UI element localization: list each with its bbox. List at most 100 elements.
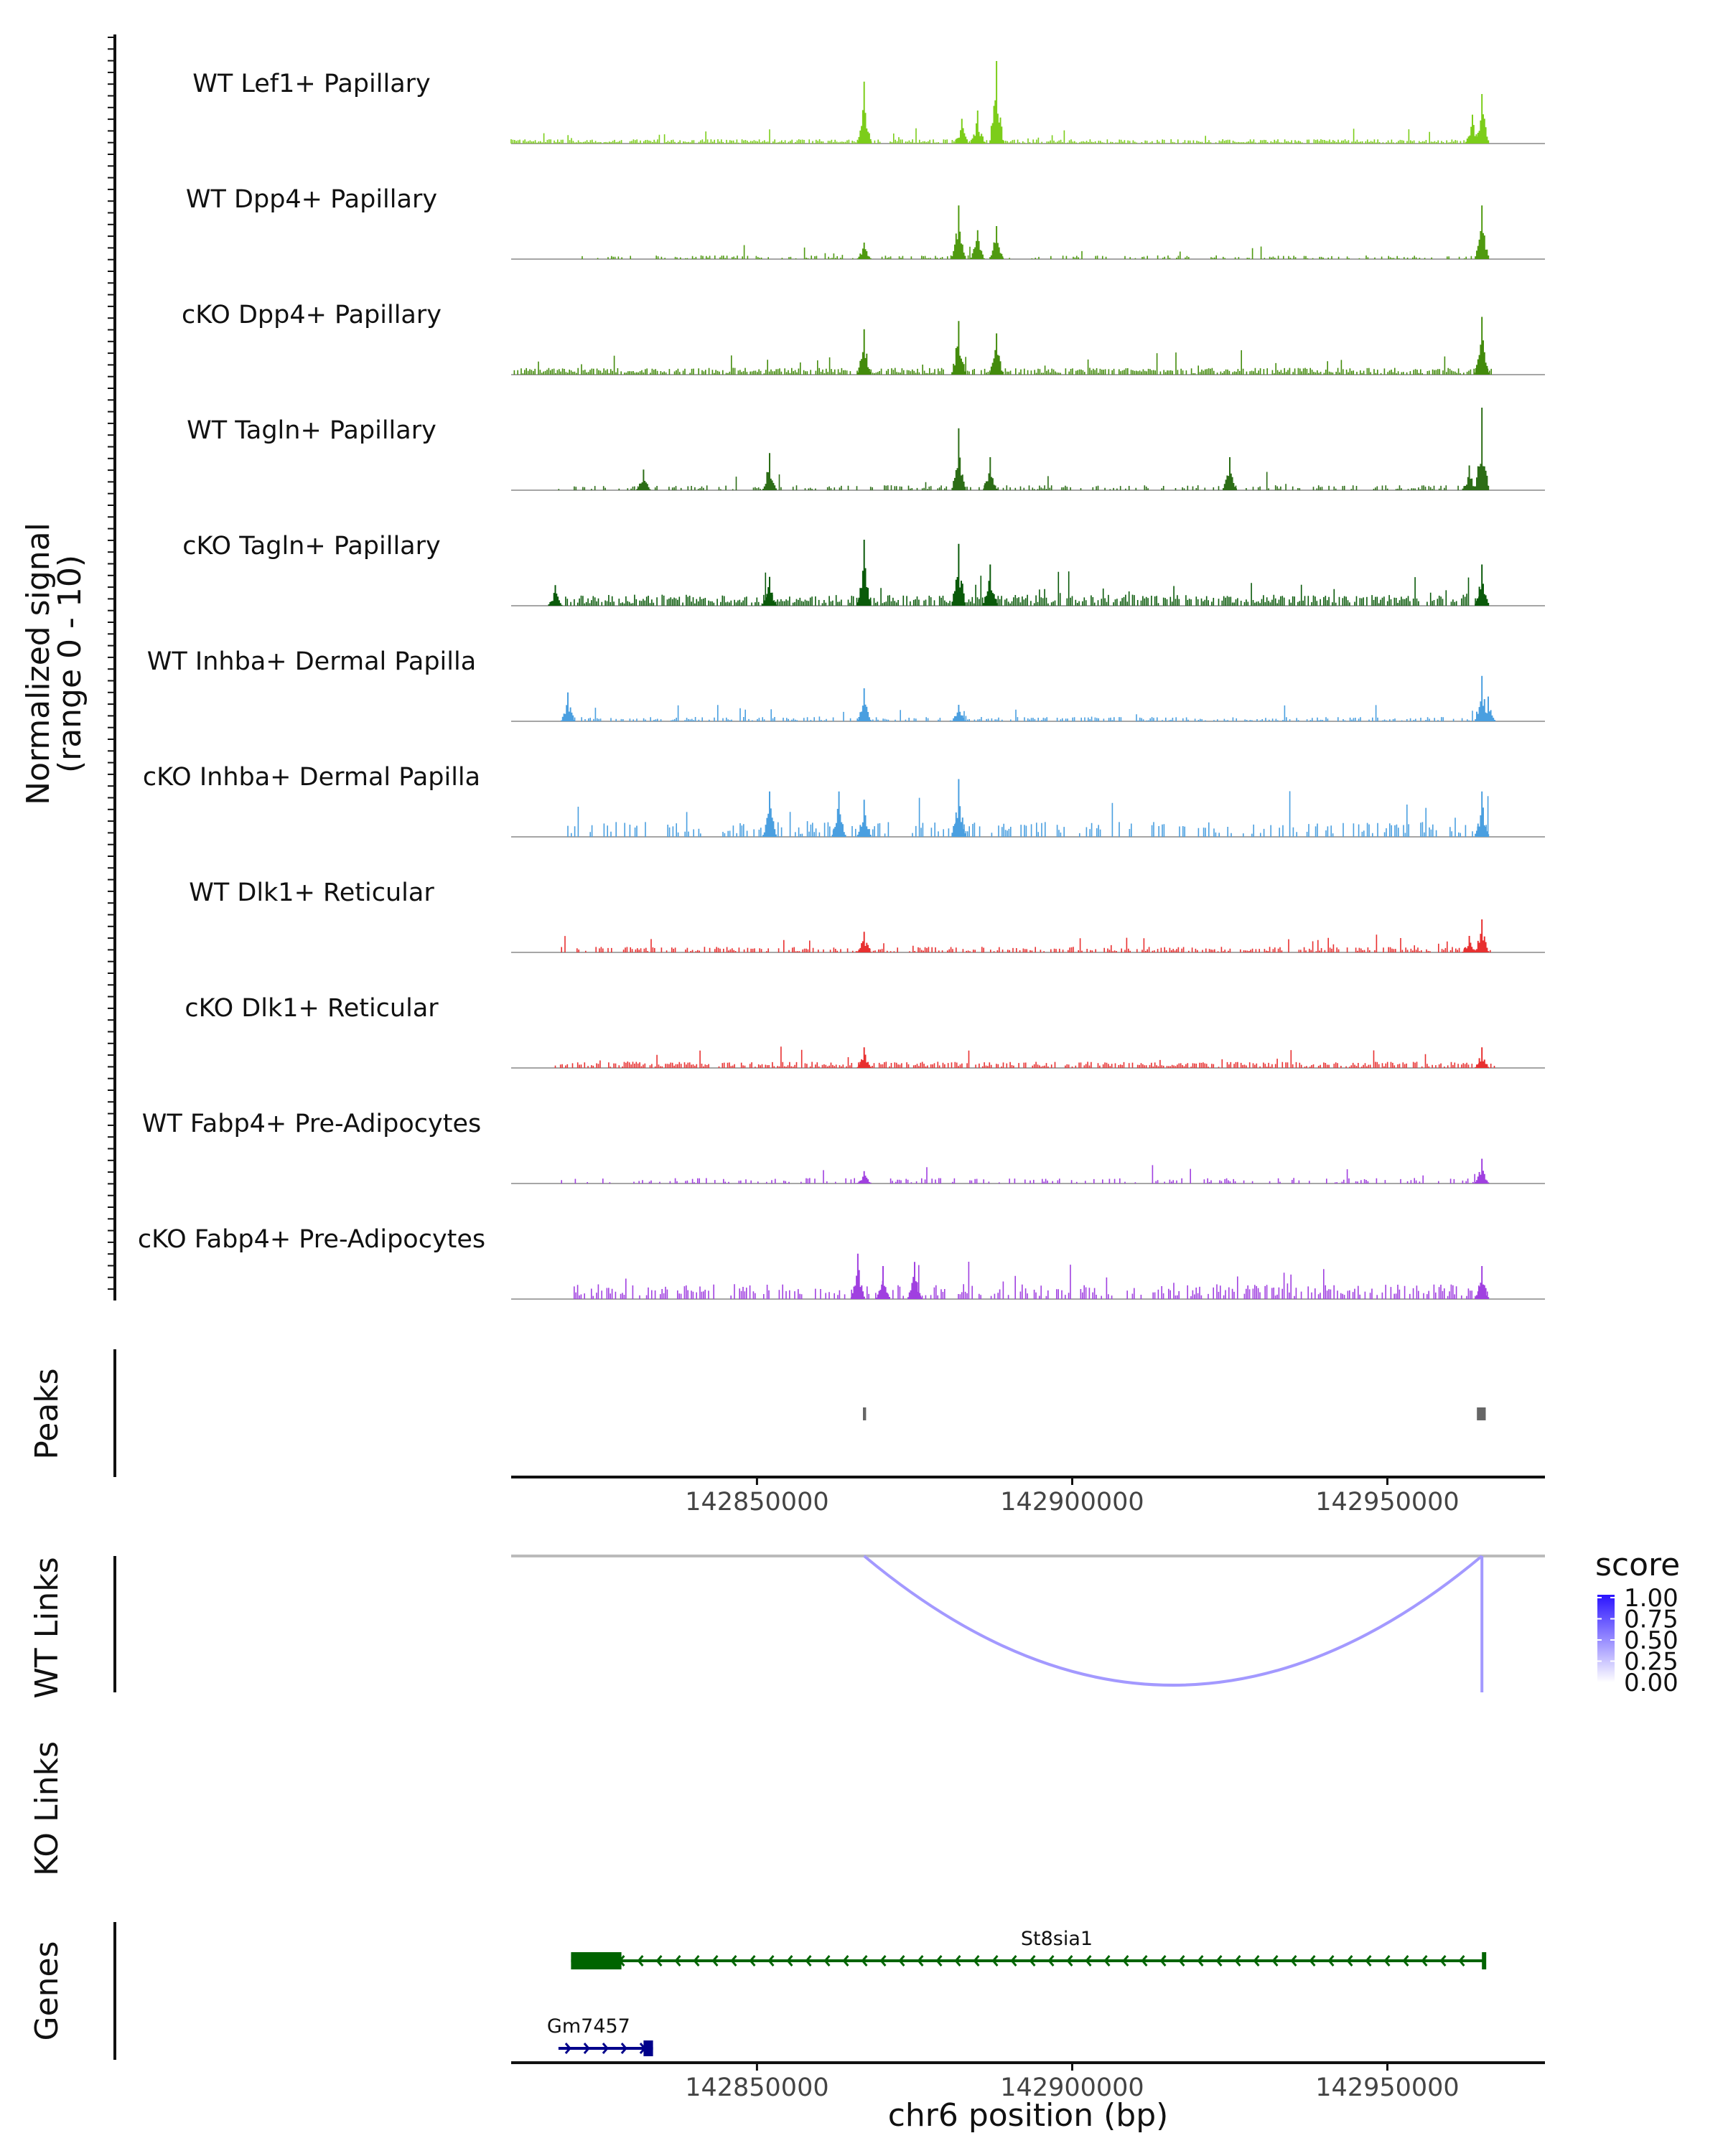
links-label-1: KO Links [29,1741,65,1876]
track-label: cKO Dlk1+ Reticular [185,994,439,1023]
signal-peak-4 [1481,696,1495,721]
signal-peak-0 [850,1253,865,1299]
track-3: WT Tagln+ Papillary [187,408,1545,491]
signal-peak-3 [1475,1266,1490,1299]
coverage-tracks: WT Lef1+ Papillary WT Dpp4+ Papillary cKO … [138,61,1545,1300]
signal-bars [561,934,1491,952]
signal-peak-3 [1475,317,1490,375]
signal-peak-3 [951,543,966,606]
signal-peak-4 [1223,457,1237,490]
x-axis-middle: 142850000 142900000 142950000 [511,1476,1545,1517]
x-tick-label-1: 142900000 [1000,2073,1144,2102]
link-arc-0 [863,1555,1483,1687]
track-label: cKO Dpp4+ Papillary [182,301,442,329]
gene-0: St8sia1 [571,1928,1487,1969]
signal-peak-2 [907,1262,922,1299]
gene-name: Gm7457 [547,2015,630,2038]
signal-peak-0 [548,585,563,606]
signal-peak-0 [636,469,651,490]
signal-peak-0 [762,791,777,837]
links-track-0: WT Links [29,1555,1545,1699]
signal-peak-0 [561,692,575,721]
legend-tick-1: 0.75 [1624,1606,1678,1634]
signal-peak-3 [989,226,1004,259]
track-4: cKO Tagln+ Papillary [182,532,1545,606]
track-label: WT Dlk1+ Reticular [189,878,434,907]
signal-peak-2 [856,540,872,606]
signal-peak-4 [983,564,998,606]
strand-arrows [564,2043,646,2054]
legend-tick-3: 0.25 [1624,1648,1678,1677]
signal-bars [556,571,1487,606]
track-label: WT Lef1+ Papillary [192,70,431,98]
signal-peak-0 [856,329,872,375]
signal-peak-4 [1475,94,1490,144]
gene-1: Gm7457 [547,2015,653,2056]
signal-peak-2 [989,333,1004,375]
signal-peak-0 [856,1171,872,1184]
signal-peak-0 [856,932,872,952]
signal-peak-1 [1475,1047,1490,1068]
signal-peak-3 [951,779,966,837]
links-label-0: WT Links [29,1557,65,1698]
x-tick-label-2: 142950000 [1315,1488,1459,1517]
x-tick-label-0: 142850000 [685,2073,828,2102]
gene-name: St8sia1 [1021,1928,1093,1950]
signal-peak-5 [1475,408,1490,490]
signal-peak-6 [1462,465,1477,490]
track-1: WT Dpp4+ Papillary [186,185,1545,260]
signal-peak-2 [951,705,966,721]
track-label: WT Inhba+ Dermal Papilla [147,647,476,676]
x-tick-label-2: 142950000 [1315,2073,1459,2102]
signal-peak-1 [831,791,846,837]
signal-peak-2 [856,800,872,837]
x-tick-label-1: 142900000 [1000,1488,1144,1517]
track-0: WT Lef1+ Papillary [192,61,1545,144]
peak-region-0 [863,1407,867,1420]
signal-peak-0 [856,1047,872,1068]
track-5: WT Inhba+ Dermal Papilla [147,647,1545,722]
signal-bars [582,245,1482,259]
signal-peak-3 [983,457,998,490]
x-axis-title: chr6 position (bp) [888,2097,1169,2134]
signal-bars [510,126,1485,144]
signal-peak-4 [1475,791,1490,837]
legend-tick-2: 0.50 [1624,1626,1678,1655]
signal-peak-2 [1462,936,1477,952]
track-2: cKO Dpp4+ Papillary [182,301,1545,375]
signal-peak-1 [876,1266,890,1299]
signal-bars [567,791,1489,837]
signal-peak-5 [1465,114,1480,144]
signal-bars [569,705,1493,721]
track-6: cKO Inhba+ Dermal Papilla [143,763,1545,838]
signal-peak-1 [1475,1158,1490,1184]
x-tick-label-0: 142850000 [685,1488,828,1517]
gene-exon-0 [571,1952,622,1969]
genes-panel: Genes St8sia1 Gm7457 [29,1922,1487,2060]
signal-peak-1 [1475,919,1490,952]
track-9: WT Fabp4+ Pre-Adipocytes [142,1110,1545,1184]
track-label: cKO Fabp4+ Pre-Adipocytes [138,1225,485,1254]
track-label: cKO Tagln+ Papillary [182,532,441,561]
signal-peak-0 [856,243,872,259]
signal-peak-1 [762,453,777,490]
genes-label: Genes [29,1941,65,2040]
coverage-y-axis-title: Normalized signal [20,522,57,805]
signal-peak-2 [970,111,985,144]
signal-peak-1 [856,688,872,721]
x-axis-bottom: 142850000 142900000 142950000 [511,2061,1545,2102]
track-10: cKO Fabp4+ Pre-Adipocytes [138,1225,1545,1300]
track-7: WT Dlk1+ Reticular [189,878,1545,953]
gene-exon-1 [1482,1952,1487,1969]
signal-peak-1 [951,205,966,259]
signal-bars [561,1165,1475,1184]
signal-peak-2 [951,428,966,490]
signal-peak-2 [970,230,985,259]
signal-bars [513,350,1492,375]
gene-exon-0 [643,2040,653,2056]
signal-peak-1 [954,118,969,144]
peaks-label: Peaks [29,1368,65,1459]
signal-bars [554,1046,1495,1068]
